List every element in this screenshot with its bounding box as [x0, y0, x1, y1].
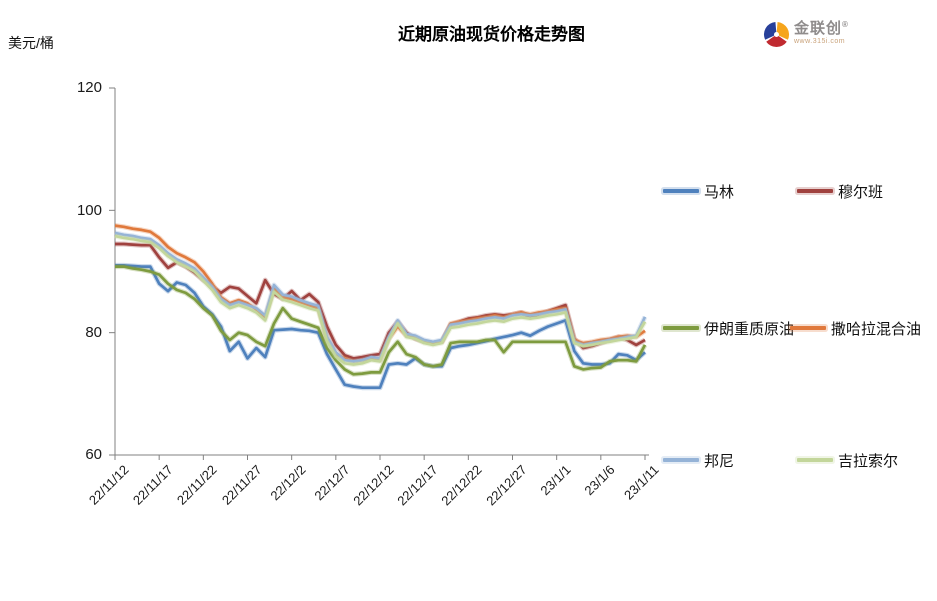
legend-swatch-saharan-blend	[790, 326, 826, 330]
legend-swatch-malin	[663, 189, 699, 193]
y-tick-120: 120	[76, 79, 102, 96]
y-axis-unit-label: 美元/桶	[8, 35, 54, 51]
legend-item-saharan-blend: 撒哈拉混合油	[790, 319, 921, 338]
legend-swatch-girassol	[797, 458, 833, 462]
brand-logo-icon	[763, 22, 790, 48]
legend-swatch-iran-heavy	[663, 326, 699, 330]
legend-item-bonny: 邦尼	[663, 451, 734, 470]
chart-title: 近期原油现货价格走势图	[398, 25, 585, 44]
y-tick-80: 80	[85, 324, 102, 341]
brand-logo-text: 金联创® www.315i.com	[794, 20, 849, 46]
brand-url: www.315i.com	[794, 38, 846, 45]
legend-swatch-murban	[797, 189, 833, 193]
brand-name: 金联创®	[794, 20, 849, 37]
legend-item-murban: 穆尔班	[797, 182, 883, 201]
y-tick-60: 60	[85, 446, 102, 463]
legend-swatch-bonny	[663, 458, 699, 462]
legend-item-iran-heavy: 伊朗重质原油	[663, 319, 794, 338]
legend-item-malin: 马林	[663, 182, 734, 201]
legend-item-girassol: 吉拉索尔	[797, 451, 898, 470]
brand-logo: 金联创® www.315i.com	[763, 21, 849, 48]
y-tick-100: 100	[76, 202, 102, 219]
